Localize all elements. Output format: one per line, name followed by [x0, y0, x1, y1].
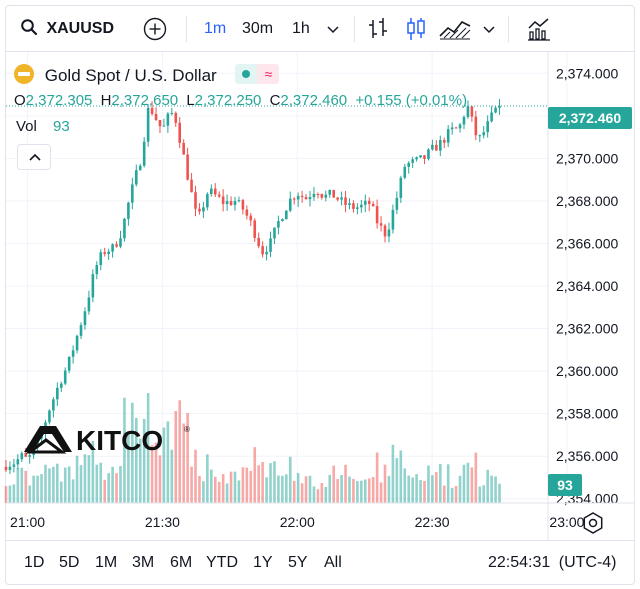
range-6m[interactable]: 6M [170, 554, 193, 571]
search-icon [21, 19, 38, 36]
chevron-down-icon [483, 26, 495, 33]
timezone-label: (UTC-4) [558, 554, 617, 571]
gear-icon [583, 512, 603, 534]
symbol-label: XAUUSD [46, 20, 115, 37]
close-label: C [269, 92, 281, 109]
open-value: 2,372.305 [25, 92, 93, 109]
area-style-button[interactable] [438, 6, 472, 51]
high-label: H [100, 92, 112, 109]
indicators-icon [528, 18, 550, 41]
volume-badge: 93 [548, 474, 582, 496]
ohlc-bars-icon [369, 17, 387, 38]
candles-style-button[interactable] [404, 6, 428, 51]
range-toolbar: 1D 5D 1M 3M 6M YTD 1Y 5Y All 22:54:31 (U… [6, 540, 634, 584]
vol-label: Vol [16, 118, 37, 135]
gold-coin-icon [14, 64, 34, 84]
collapse-legend-button[interactable] [17, 144, 51, 170]
chart-widget [5, 5, 635, 585]
area-chart-icon [439, 20, 471, 40]
ohlc-row: O2,372.305 H2,372.650 L2,372.250 C2,372.… [14, 92, 467, 109]
indicators-button[interactable] [526, 6, 552, 51]
interval-1m[interactable]: 1m [204, 20, 227, 37]
vol-value: 93 [53, 118, 70, 135]
interval-1h[interactable]: 1h [292, 20, 310, 37]
compare-button[interactable] [142, 6, 168, 51]
high-value: 2,372.650 [111, 92, 179, 109]
range-5d[interactable]: 5D [59, 554, 80, 571]
close-value: 2,372.460 [280, 92, 348, 109]
range-5y[interactable]: 5Y [288, 554, 308, 571]
chevron-up-icon [29, 153, 41, 161]
instrument-title: Gold Spot / U.S. Dollar [44, 66, 217, 85]
change-value: +0.155 (+0.01%) [355, 92, 468, 109]
interval-30m[interactable]: 30m [242, 20, 274, 37]
range-1d[interactable]: 1D [24, 554, 45, 571]
symbol-search[interactable]: XAUUSD [20, 6, 114, 51]
chart-style-dropdown[interactable] [482, 6, 496, 51]
clock-timezone[interactable]: 22:54:31 (UTC-4) [488, 541, 617, 584]
range-1m[interactable]: 1M [95, 554, 118, 571]
interval-dropdown[interactable] [326, 6, 340, 51]
range-all[interactable]: All [324, 554, 342, 571]
low-label: L [186, 92, 195, 109]
clock-time: 22:54:31 [488, 554, 551, 571]
market-status-badge[interactable]: ≈ [235, 64, 280, 84]
range-3m[interactable]: 3M [132, 554, 155, 571]
settings-button[interactable] [580, 510, 606, 536]
candles-icon [407, 17, 425, 40]
range-ytd[interactable]: YTD [206, 554, 238, 571]
low-value: 2,372.250 [194, 92, 262, 109]
plus-circle-icon [143, 17, 167, 40]
top-toolbar: XAUUSD 1m 30m 1h [6, 6, 634, 52]
volume-legend: Vol 93 [16, 118, 70, 135]
legend-title-row: Gold Spot / U.S. Dollar ≈ [14, 64, 280, 86]
chevron-down-icon [327, 26, 339, 33]
last-price-badge: 2,372.460 [548, 107, 632, 129]
open-label: O [14, 92, 26, 109]
delayed-icon: ≈ [257, 64, 280, 84]
bar-style-button[interactable] [366, 6, 390, 51]
range-1y[interactable]: 1Y [253, 554, 273, 571]
